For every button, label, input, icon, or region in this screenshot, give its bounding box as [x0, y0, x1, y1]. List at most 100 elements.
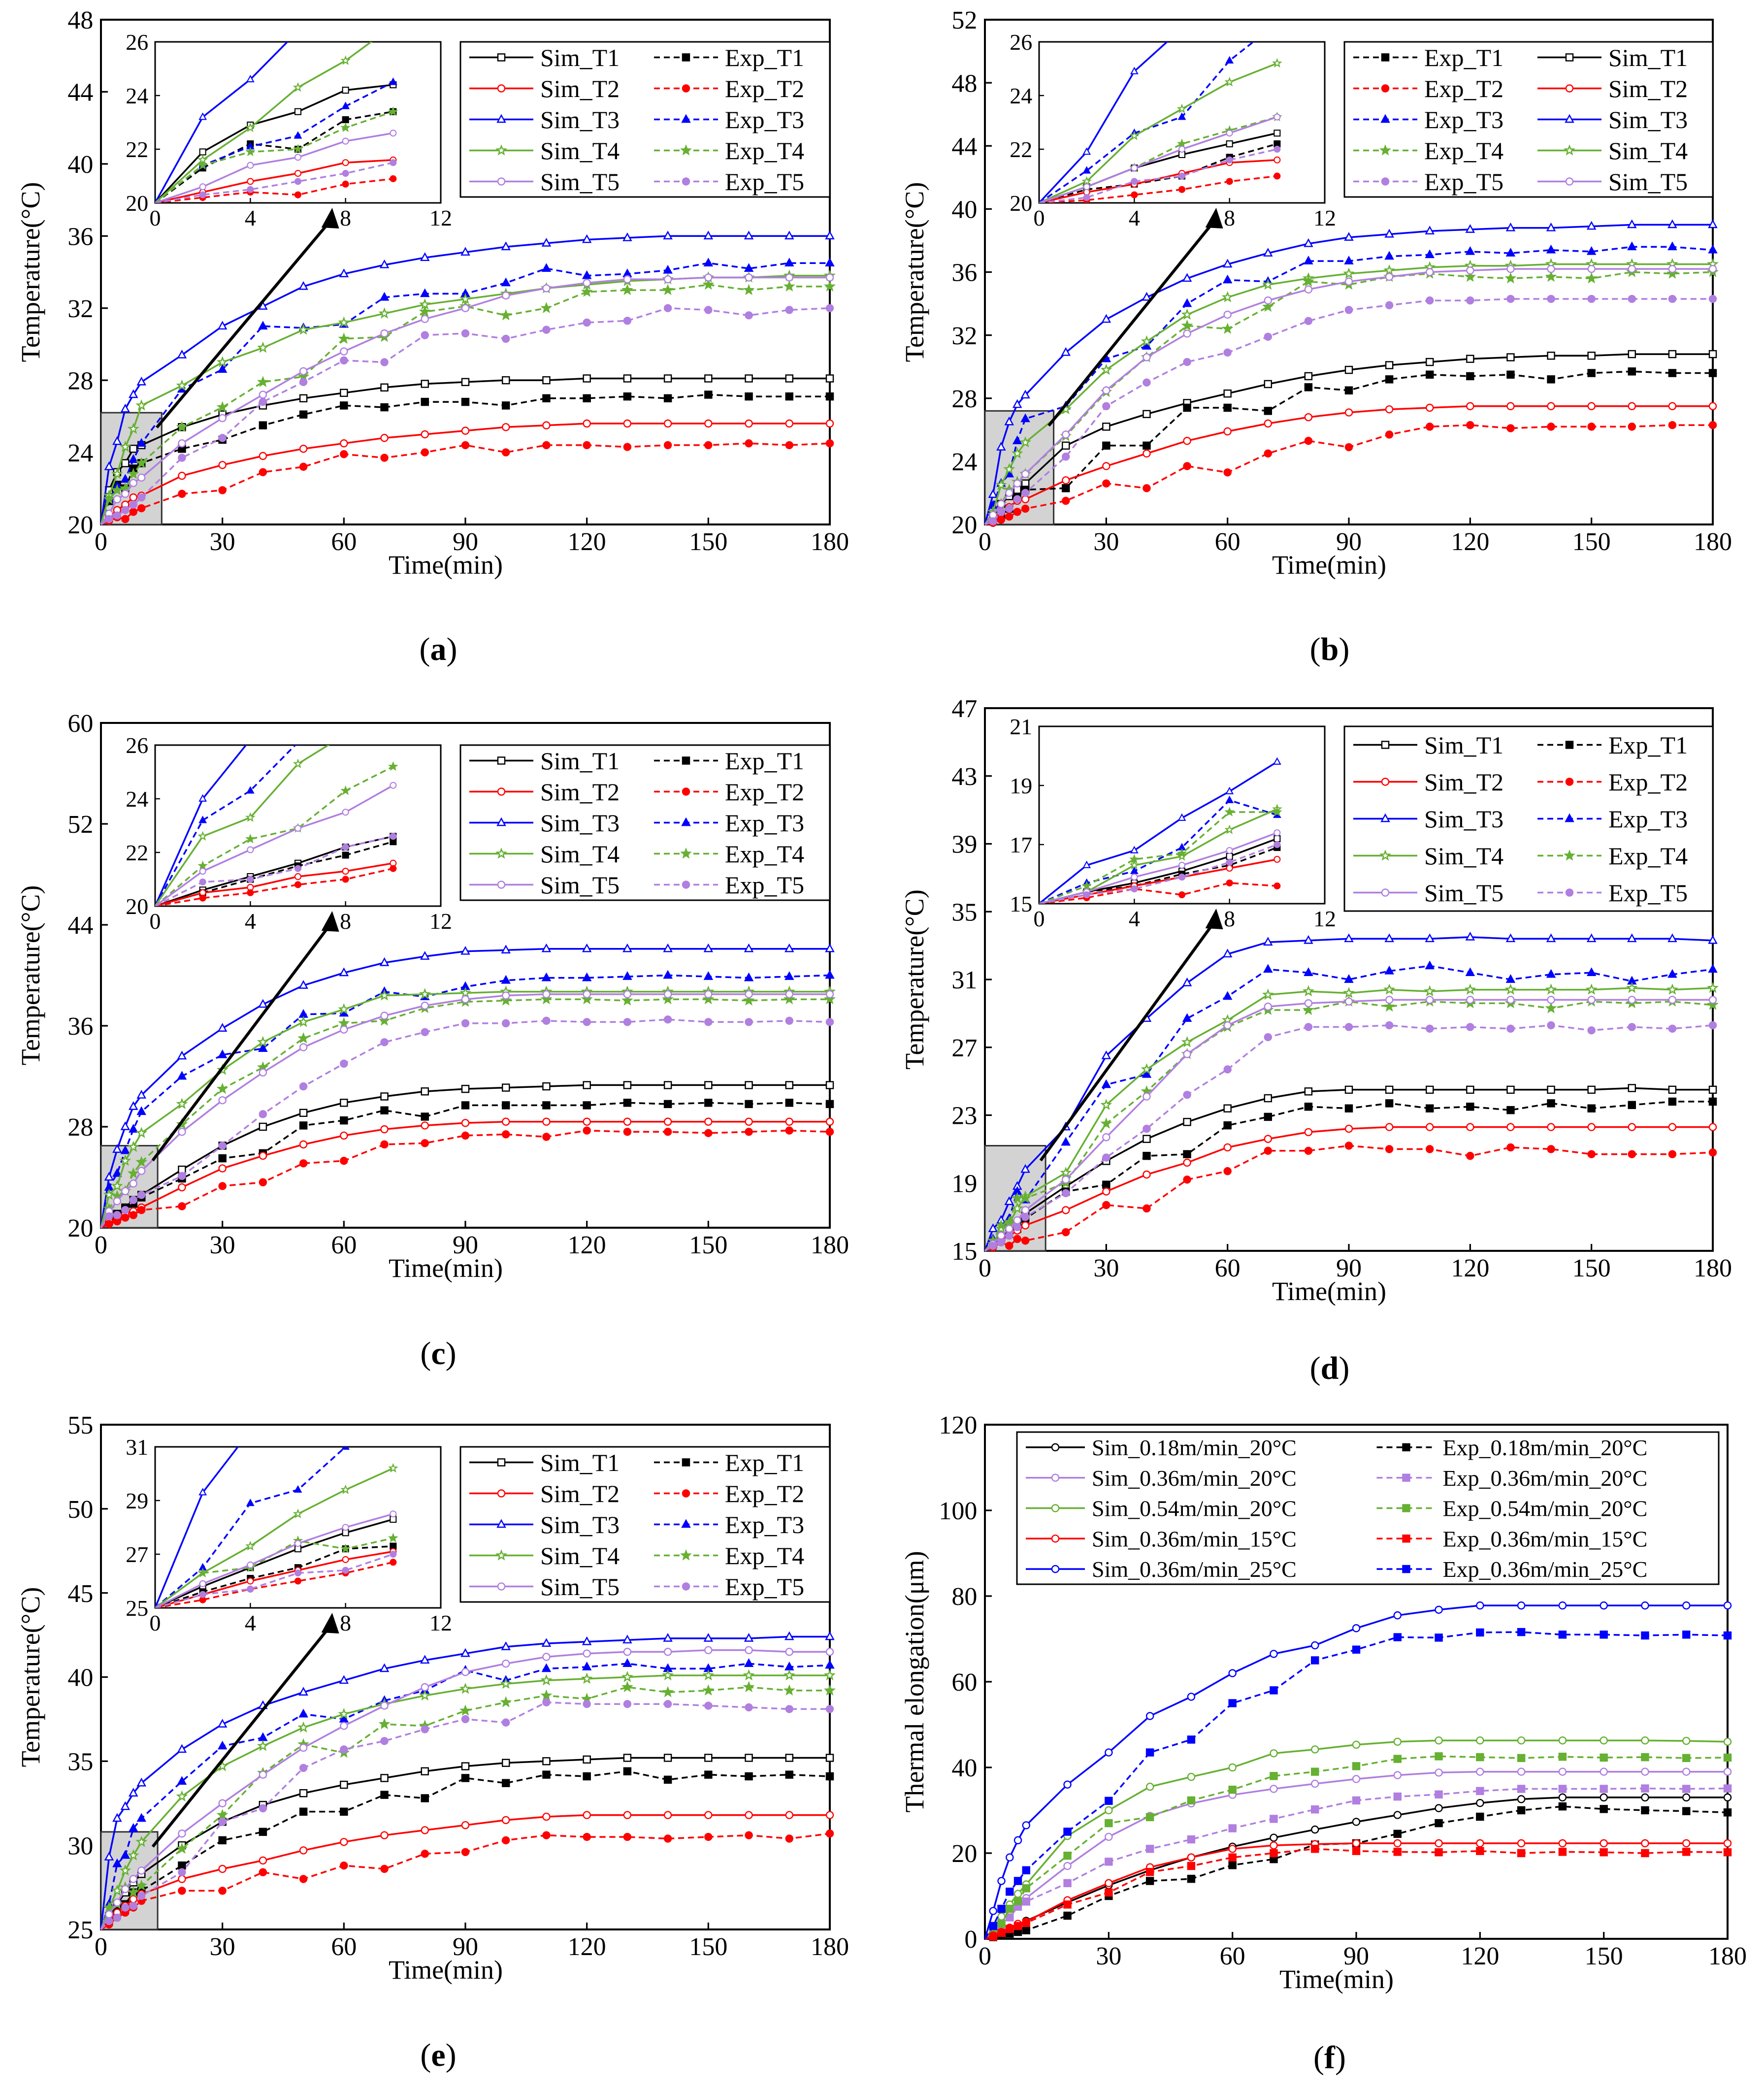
- point-Exp_T5: [421, 331, 429, 339]
- point-Exp_T4: [340, 122, 351, 132]
- point-Exp_T4: [127, 467, 139, 479]
- point-Exp_T2: [247, 889, 254, 896]
- point-Sim_T5: [294, 154, 302, 161]
- zoom-arrow: [151, 921, 333, 1162]
- point-Sim_T1: [501, 376, 510, 385]
- point-Exp_T2: [1021, 504, 1030, 513]
- point-Sim_T3: [1627, 933, 1637, 943]
- point-Exp_T5: [1274, 841, 1281, 849]
- point-Sim_T5: [421, 1001, 429, 1010]
- point-Exp_T1: [1587, 369, 1596, 377]
- point-Sim_T1: [1466, 355, 1474, 363]
- legend-marker: [1381, 53, 1390, 62]
- x-tick-label: 150: [689, 1231, 727, 1259]
- point-Sim_T1: [663, 1081, 672, 1089]
- point-Exp_T1: [785, 1770, 794, 1779]
- point-Sim_T1: [1425, 1085, 1434, 1094]
- y-tick-label: 15: [1010, 891, 1032, 916]
- y-tick-label: 19: [1010, 773, 1032, 798]
- point-Sim_T5: [1021, 1206, 1030, 1214]
- point-Sim_T1: [1385, 1085, 1394, 1094]
- point-Sim_T2: [421, 1826, 429, 1834]
- point-Sim_0.36m/min_15°C: [1228, 1845, 1237, 1853]
- point-Sim_T5: [785, 273, 794, 282]
- point-Sim_T5: [340, 1025, 348, 1034]
- point-Sim_T1: [1304, 372, 1313, 381]
- point-Exp_T2: [294, 881, 302, 888]
- point-Exp_T2: [1547, 1145, 1555, 1153]
- point-Sim_T2: [461, 1821, 470, 1829]
- point-Sim_T5: [785, 1648, 794, 1656]
- point-Exp_T4: [581, 993, 593, 1005]
- point-Exp_0.36m/min_20°C: [1270, 1815, 1278, 1823]
- point-Exp_T1: [825, 1100, 834, 1109]
- legend-label: Exp_0.54m/min_20°C: [1443, 1496, 1648, 1521]
- point-Sim_T5: [1102, 386, 1111, 394]
- legend-marker: [1402, 1565, 1410, 1573]
- point-Sim_T5: [825, 990, 834, 999]
- point-Exp_T5: [1005, 1231, 1013, 1240]
- point-Exp_T5: [259, 1110, 267, 1118]
- point-Exp_T4: [1585, 272, 1598, 284]
- point-Sim_T2: [1143, 1170, 1151, 1179]
- point-Sim_T3: [1177, 813, 1186, 821]
- point-Exp_T4: [702, 278, 715, 290]
- legend-marker: [495, 1549, 508, 1561]
- point-Sim_T3: [541, 1638, 552, 1647]
- point-Sim_T5: [113, 1197, 122, 1206]
- point-Sim_T5: [745, 273, 753, 282]
- point-Exp_T2: [623, 1832, 632, 1841]
- point-Exp_T5: [1587, 1026, 1596, 1035]
- x-tick-label: 0: [150, 1610, 161, 1635]
- point-Sim_T3: [460, 946, 470, 955]
- legend-marker: [1381, 778, 1390, 786]
- point-Sim_T4: [1141, 335, 1153, 347]
- point-Exp_T4: [459, 1704, 472, 1716]
- point-Exp_T2: [1274, 172, 1281, 180]
- point-Sim_T4: [1003, 463, 1015, 475]
- point-Exp_T2: [1143, 1204, 1151, 1213]
- point-Exp_0.54m/min_20°C: [1145, 1813, 1154, 1822]
- point-Exp_T1: [340, 1807, 348, 1816]
- point-Exp_T4: [1176, 138, 1187, 148]
- point-Exp_T4: [662, 1686, 674, 1698]
- legend-label: Exp_T5: [1608, 879, 1688, 907]
- point-Sim_T2: [247, 178, 254, 185]
- point-Exp_T2: [137, 504, 146, 513]
- point-Exp_T3: [1101, 1079, 1111, 1088]
- point-Exp_T5: [623, 1699, 632, 1708]
- point-Exp_T1: [259, 421, 267, 429]
- point-Exp_T4: [621, 1681, 633, 1693]
- legend-marker: [682, 1458, 690, 1467]
- point-Sim_T5: [1628, 264, 1636, 273]
- point-Sim_T3: [120, 1121, 131, 1130]
- point-Exp_0.36m/min_15°C: [1145, 1868, 1154, 1876]
- point-Exp_0.54m/min_20°C: [1435, 1752, 1443, 1761]
- point-Sim_T2: [340, 1838, 348, 1846]
- point-Sim_T3: [177, 1744, 187, 1753]
- legend-marker: [497, 881, 506, 889]
- point-Exp_T3: [294, 131, 302, 139]
- point-Sim_T3: [1263, 248, 1273, 257]
- legend-label: Sim_T4: [540, 840, 620, 868]
- point-Exp_T4: [419, 305, 431, 317]
- point-Sim_T5: [1385, 272, 1394, 281]
- point-Exp_T5: [380, 1737, 389, 1745]
- point-Sim_0.36m/min_25°C: [1558, 1601, 1567, 1610]
- point-Exp_0.36m/min_15°C: [1310, 1845, 1319, 1853]
- point-Sim_T3: [988, 1223, 998, 1233]
- point-Exp_T3: [1667, 969, 1677, 978]
- point-Sim_T3: [1004, 416, 1014, 425]
- point-Exp_T1: [623, 1767, 632, 1776]
- y-axis-label: Temperature(°C): [900, 182, 929, 362]
- inset-series: [1039, 42, 1282, 203]
- point-Exp_T1: [704, 1099, 713, 1107]
- point-Sim_T3: [420, 951, 430, 960]
- point-Sim_T4: [135, 1127, 148, 1139]
- point-Sim_T2: [1223, 1143, 1232, 1152]
- point-Sim_T4: [581, 1672, 593, 1684]
- y-tick-label: 24: [126, 83, 148, 108]
- point-Exp_T5: [105, 515, 113, 523]
- point-Exp_0.36m/min_25°C: [1723, 1631, 1732, 1640]
- point-Sim_T2: [704, 1117, 713, 1126]
